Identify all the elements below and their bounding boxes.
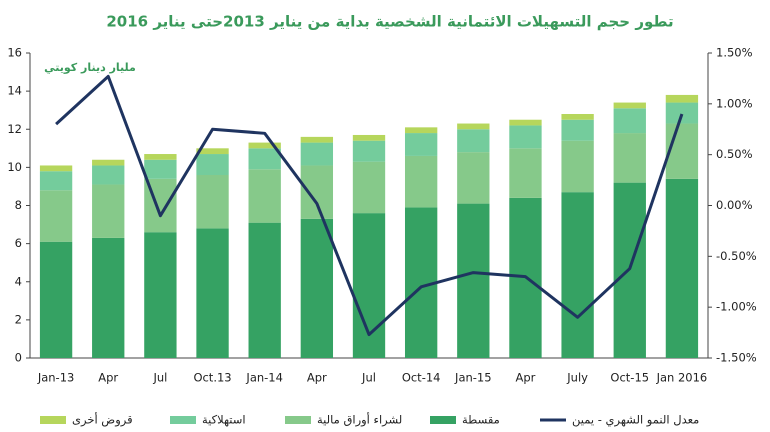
bar-segment [196,148,229,155]
x-tick-label: Apr [98,371,118,385]
line-series [55,74,684,337]
y2-tick-label: 1.50% [716,46,753,60]
annotation: مليار دينار كويتي [44,61,136,74]
bar-segment [352,140,386,162]
bar-segment [561,140,594,193]
legend-swatch [170,416,196,424]
x-tick-label: Apr [516,371,536,385]
bar-segment [300,142,334,166]
bar-segment [300,136,334,143]
legend-swatch [430,416,456,424]
legend-swatch [40,416,66,424]
y-tick-label: 4 [15,274,22,288]
bar-segment [404,133,438,156]
bar-segment [561,114,594,120]
legend-swatch [285,416,311,424]
bar-segment [457,203,490,358]
legend-label: معدل النمو الشهري - يمين [572,413,699,428]
bar-segment [613,108,646,134]
y-tick-label: 2 [15,312,22,326]
bar-segment [300,218,334,358]
x-tick-label: Oct-14 [402,371,441,385]
y-tick-label: 10 [7,160,22,174]
bar-segment [457,152,490,204]
bar-segment [92,165,125,185]
bar-segment [92,184,125,238]
y2-tick-label: -1.00% [716,300,757,314]
legend-label: استهلاكية [202,413,246,427]
bar-segment [144,232,177,358]
x-tick-label: Oct-15 [610,371,649,385]
bar-segment [665,94,699,103]
bar-segment [248,222,281,358]
bar-segment [248,148,281,170]
bar-segment [196,154,229,175]
y-tick-label: 12 [7,122,22,136]
bar-segment [92,159,125,166]
bar-segment [613,133,646,183]
bar-segment [39,190,73,242]
bar-segment [509,148,542,198]
bar-segment [665,178,699,358]
bar-segment [613,102,646,109]
x-tick-label: Jul [361,371,376,385]
x-tick-label: Jan-13 [37,371,75,385]
bar-segment [92,237,125,358]
x-tick-label: July [566,371,588,385]
y-tick-label: 16 [7,46,22,60]
x-tick-label: Jan 2016 [656,371,708,385]
bar-segment [196,175,229,229]
y-tick-label: 8 [15,198,22,212]
bar-segment [39,171,73,191]
x-tick-label: Apr [307,371,327,385]
y2-tick-label: 0.50% [716,147,753,161]
bar-segment [404,155,438,208]
y-tick-label: 6 [15,236,22,250]
bar-segment [144,154,177,160]
bar-segment [665,123,699,179]
bar-segment [39,165,73,172]
bar-segment [352,134,386,141]
legend-label: مقسطة [462,413,500,427]
y2-tick-label: 0.00% [716,198,753,212]
bar-segment [561,119,594,141]
bar-segment [509,125,542,149]
bar-segment [404,127,438,134]
x-tick-label: Oct.13 [193,371,231,385]
y2-tick-label: 1.00% [716,96,753,110]
y-tick-label: 14 [7,84,22,98]
y2-tick-label: -0.50% [716,249,757,263]
bar-segment [248,169,281,223]
x-tick-label: Jul [152,371,167,385]
bar-segment [561,192,594,358]
x-tick-label: Jan-15 [454,371,492,385]
y2-tick-label: -1.50% [716,351,757,365]
y-tick-label: 0 [15,351,22,365]
bar-segment [352,161,386,214]
bar-segment [248,142,281,149]
bar-segment [300,165,334,219]
bar-segment [457,123,490,130]
bar-segment [196,228,229,358]
bar-segment [39,241,73,358]
bar-segment [509,119,542,126]
legend-label: قروض أخرى [72,412,133,428]
bar-segment [457,129,490,153]
bar-segment [144,159,177,179]
chart-title: تطور حجم التسهيلات الائتمانية الشخصية بد… [106,13,673,31]
x-tick-label: Jan-14 [245,371,283,385]
legend-label: لشراء أوراق مالية [317,412,402,428]
bar-segment [352,213,386,358]
bar-segment [665,102,699,124]
